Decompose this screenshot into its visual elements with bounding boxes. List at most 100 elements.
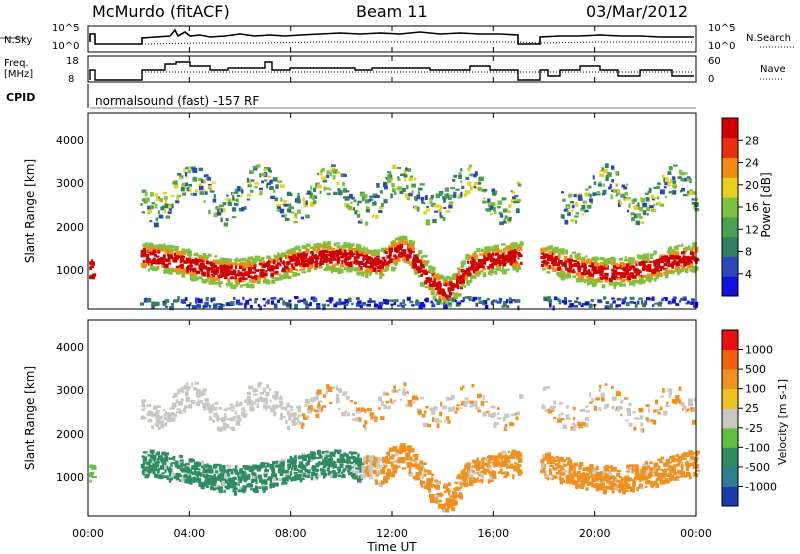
range-cell	[194, 297, 200, 303]
range-cell	[492, 245, 495, 251]
range-cell	[686, 192, 689, 197]
range-cell	[344, 266, 349, 270]
range-cell	[443, 206, 447, 210]
range-cell	[161, 263, 165, 268]
range-cell	[287, 250, 290, 255]
range-cell	[413, 458, 417, 462]
range-cell	[292, 412, 297, 417]
range-cell	[556, 463, 560, 469]
range-cell	[689, 268, 693, 272]
range-cell	[649, 461, 653, 465]
range-cell	[369, 412, 372, 417]
range-cell	[607, 172, 612, 177]
range-cell	[661, 472, 665, 476]
range-cell	[429, 200, 433, 204]
range-cell	[643, 253, 647, 257]
range-cell	[358, 247, 364, 252]
range-cell	[664, 468, 667, 473]
range-cell	[695, 450, 700, 455]
range-cell	[497, 200, 503, 205]
range-cell	[429, 480, 433, 484]
range-cell	[614, 281, 618, 287]
range-cell	[424, 298, 427, 302]
range-cell	[201, 460, 205, 466]
range-cell	[557, 298, 560, 302]
range-cell	[382, 391, 388, 396]
range-cell	[197, 399, 200, 405]
range-cell	[667, 171, 672, 175]
range-cell	[357, 220, 363, 224]
range-cell	[254, 486, 259, 491]
range-cell	[166, 476, 170, 481]
range-cell	[176, 194, 182, 198]
range-cell	[253, 393, 258, 396]
range-cell	[575, 278, 579, 283]
range-cell	[192, 259, 195, 264]
range-cell	[433, 406, 438, 411]
range-cell	[177, 464, 182, 469]
range-cell	[448, 398, 453, 401]
range-cell	[180, 398, 184, 402]
range-cell	[585, 487, 589, 491]
range-cell	[304, 468, 309, 473]
range-cell	[676, 244, 681, 247]
range-cell	[271, 467, 275, 473]
range-cell	[669, 302, 673, 305]
range-cell	[440, 505, 445, 509]
range-cell	[512, 262, 517, 267]
range-cell	[599, 471, 605, 475]
range-cell	[628, 275, 632, 280]
range-cell	[288, 299, 292, 302]
range-cell	[684, 263, 689, 266]
range-cell	[559, 259, 563, 264]
range-cell	[665, 268, 669, 273]
range-cell	[226, 407, 231, 410]
range-cell	[627, 483, 631, 489]
range-cell	[183, 407, 187, 413]
range-cell	[426, 260, 430, 264]
range-cell	[305, 248, 309, 252]
range-cell	[145, 245, 151, 249]
range-cell	[443, 304, 448, 309]
range-cell	[392, 460, 398, 464]
range-cell	[264, 270, 268, 273]
range-cell	[348, 205, 353, 210]
range-cell	[633, 281, 636, 287]
range-cell	[274, 391, 279, 394]
range-cell	[180, 386, 184, 390]
range-cell	[560, 468, 565, 471]
range-cell	[366, 303, 371, 307]
range-cell	[548, 470, 553, 476]
range-cell	[612, 189, 618, 193]
range-cell	[170, 303, 174, 306]
range-cell	[158, 415, 163, 420]
colorbar-tick-label: 20	[745, 179, 759, 192]
range-cell	[197, 258, 200, 263]
range-cell	[189, 273, 193, 278]
range-cell	[455, 501, 458, 506]
colorbar-tick-label: 4	[745, 268, 752, 281]
range-cell	[430, 498, 435, 504]
range-cell	[407, 168, 412, 172]
range-cell	[163, 243, 166, 248]
range-cell	[680, 455, 684, 460]
range-cell	[375, 214, 379, 219]
range-cell	[208, 267, 212, 271]
range-cell	[291, 266, 296, 270]
range-cell	[187, 169, 192, 174]
range-cell	[360, 407, 365, 412]
range-cell	[156, 458, 160, 463]
range-cell	[418, 266, 423, 270]
range-cell	[264, 262, 268, 267]
range-cell	[192, 476, 196, 482]
range-cell	[492, 472, 495, 477]
range-cell	[157, 249, 161, 254]
range-cell	[684, 461, 688, 466]
range-cell	[312, 200, 317, 205]
range-cell	[517, 266, 522, 270]
range-cell	[474, 181, 479, 186]
range-cell	[655, 482, 659, 485]
range-cell	[627, 274, 630, 278]
range-cell	[693, 471, 696, 477]
range-cell	[480, 400, 485, 406]
